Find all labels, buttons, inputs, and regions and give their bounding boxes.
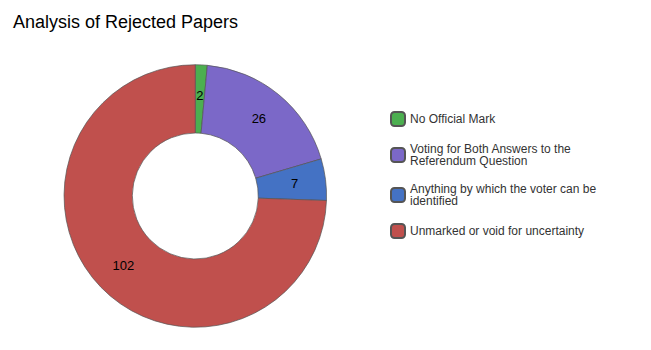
svg-text:26: 26 xyxy=(252,111,266,126)
svg-text:Analysis of Rejected Papers: Analysis of Rejected Papers xyxy=(13,12,238,32)
svg-text:2: 2 xyxy=(196,88,203,103)
svg-text:Referendum Question: Referendum Question xyxy=(410,154,527,168)
svg-text:No Official Mark: No Official Mark xyxy=(410,112,496,126)
svg-text:102: 102 xyxy=(112,258,134,273)
svg-text:Voting for Both Answers to the: Voting for Both Answers to the xyxy=(410,142,571,156)
svg-text:Anything by which the voter ca: Anything by which the voter can be xyxy=(410,182,597,196)
svg-text:Unmarked or void for uncertain: Unmarked or void for uncertainty xyxy=(410,224,584,238)
svg-text:identified: identified xyxy=(410,194,458,208)
svg-text:7: 7 xyxy=(291,176,298,191)
